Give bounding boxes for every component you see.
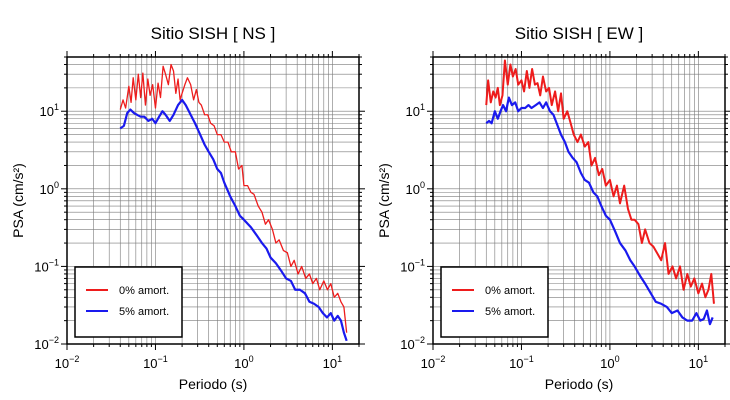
chart-title: Sitio SISH [ NS ]	[151, 24, 276, 43]
legend: 0% amort. 5% amort.	[74, 266, 183, 338]
x-tick-label: 101	[323, 354, 342, 371]
y-tick-label: 10−2	[400, 335, 425, 352]
legend-label: 0% amort.	[119, 285, 169, 297]
x-axis-label: Periodo (s)	[179, 376, 247, 392]
legend-label: 5% amort.	[485, 306, 535, 318]
y-tick-label: 10−1	[34, 257, 59, 274]
y-tick-label: 100	[40, 180, 59, 197]
x-tick-label: 101	[689, 354, 708, 371]
legend-box	[74, 266, 183, 338]
legend-box	[440, 266, 549, 338]
legend: 0% amort. 5% amort.	[440, 266, 549, 338]
x-tick-label: 10−1	[509, 354, 534, 371]
y-tick-label: 101	[406, 102, 425, 119]
x-tick-label: 100	[234, 354, 253, 371]
chart-title: Sitio SISH [ EW ]	[515, 24, 643, 43]
series-line-red	[485, 59, 715, 304]
x-tick-label: 10−2	[421, 354, 446, 371]
chart-panel-1: 10−2 10−1 100 101 10−2 10−1 100 101 0% amort. 5% …	[10, 24, 365, 392]
x-tick-label: 100	[600, 354, 619, 371]
x-tick-label: 10−2	[55, 354, 80, 371]
chart-panel-2: 10−2 10−1 100 101 10−2 10−1 100 101 0% amort. 5% …	[376, 24, 730, 392]
series-group	[485, 59, 715, 326]
y-tick-label: 101	[40, 102, 59, 119]
legend-label: 5% amort.	[119, 306, 169, 318]
series-line-red	[119, 63, 348, 333]
x-tick-label: 10−1	[143, 354, 168, 371]
y-axis-label: PSA (cm/s²)	[10, 163, 26, 238]
series-line-blue	[119, 98, 348, 342]
series-group	[119, 63, 348, 342]
plot-frame	[66, 56, 360, 345]
y-axis-label: PSA (cm/s²)	[376, 163, 392, 238]
legend-label: 0% amort.	[485, 285, 535, 297]
plot-frame	[432, 56, 726, 345]
series-line-blue	[485, 96, 714, 326]
y-tick-label: 100	[406, 180, 425, 197]
y-tick-label: 10−1	[400, 257, 425, 274]
y-tick-label: 10−2	[34, 335, 59, 352]
x-axis-label: Periodo (s)	[545, 376, 613, 392]
